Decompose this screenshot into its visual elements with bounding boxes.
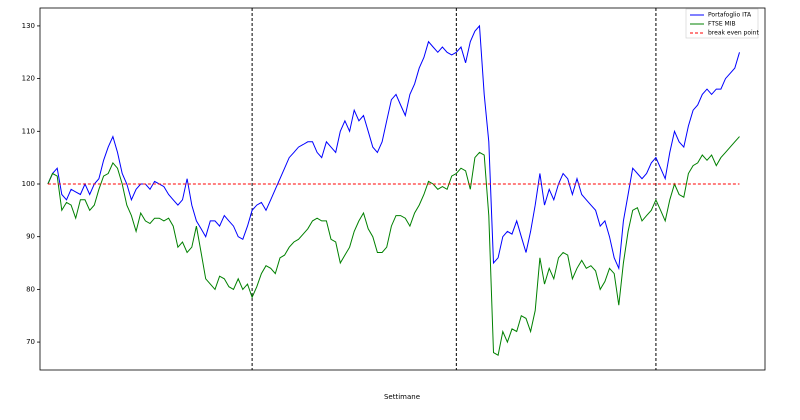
y-tick-label: 70 (26, 338, 35, 346)
y-tick-label: 80 (26, 285, 35, 293)
plot-frame (39, 7, 766, 371)
series-line (47, 24, 740, 271)
legend-label: break even point (708, 30, 759, 37)
legend-label: Portafoglio ITA (708, 12, 752, 19)
legend-label: FTSE MIB (708, 21, 736, 28)
y-tick-label: 120 (22, 75, 35, 83)
y-tick-label: 90 (26, 233, 35, 241)
y-tick-label: 100 (22, 180, 35, 188)
series-line (47, 136, 740, 356)
y-tick-label: 110 (22, 127, 35, 135)
x-axis-label: Settimane (384, 393, 420, 401)
y-tick-label: 130 (22, 22, 35, 30)
